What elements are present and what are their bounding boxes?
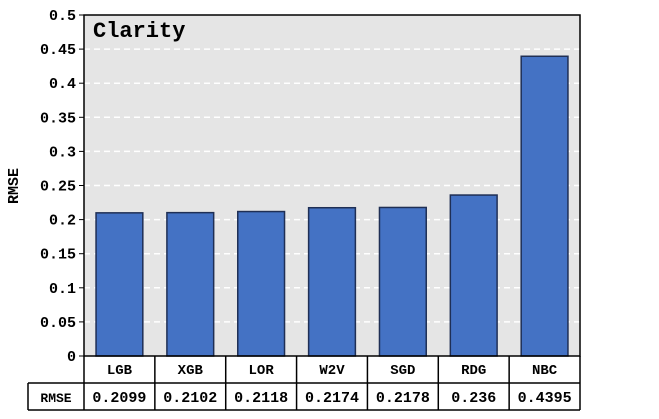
y-tick-label: 0.1 <box>49 281 76 298</box>
bar-sgd <box>378 206 427 357</box>
table-row-label: RMSE <box>40 391 71 406</box>
table-cell: 0.236 <box>451 390 496 407</box>
bar-rdg <box>449 194 498 357</box>
bar-w2v <box>307 206 357 357</box>
category-label: W2V <box>319 363 345 379</box>
y-tick-label: 0.4 <box>49 76 76 93</box>
y-tick-label: 0 <box>67 349 76 366</box>
data-table: RMSE 0.2099 0.2102 0.2118 0.2174 0.2178 0.236 0… <box>27 356 581 411</box>
x-axis-categories: LGB XGB LOR W2V SGD RDG NBC <box>107 363 558 379</box>
y-tick-label: 0.15 <box>40 247 76 264</box>
bars <box>95 55 569 357</box>
y-tick-label: 0.05 <box>40 315 76 332</box>
y-tick-label: 0.25 <box>40 179 76 196</box>
y-axis-label: RMSE <box>6 168 23 204</box>
y-tick-label: 0.45 <box>40 42 76 59</box>
y-tick-label: 0.2 <box>49 213 76 230</box>
y-tick-label: 0.3 <box>49 144 76 161</box>
bar-lor <box>237 210 286 357</box>
table-cell: 0.2118 <box>234 390 288 407</box>
table-cell: 0.4395 <box>518 390 572 407</box>
y-tick-label: 0.5 <box>49 8 76 25</box>
y-axis-ticks: 0 0.05 0.1 0.15 0.2 0.25 0.3 0.35 0.4 0.45 0.5 <box>40 8 84 366</box>
table-cell: 0.2174 <box>305 390 359 407</box>
table-cell: 0.2099 <box>92 390 146 407</box>
category-label: SGD <box>390 363 415 379</box>
category-label: LOR <box>249 363 275 379</box>
category-label: RDG <box>461 363 486 379</box>
bar-xgb <box>166 211 215 357</box>
bar-nbc <box>520 55 569 357</box>
y-tick-label: 0.35 <box>40 110 76 127</box>
chart-title: Clarity <box>93 19 185 44</box>
table-cell: 0.2178 <box>376 390 430 407</box>
category-label: XGB <box>178 363 204 379</box>
category-label: NBC <box>532 363 558 379</box>
category-label: LGB <box>107 363 133 379</box>
bar-lgb <box>95 212 144 357</box>
table-cell: 0.2102 <box>163 390 217 407</box>
